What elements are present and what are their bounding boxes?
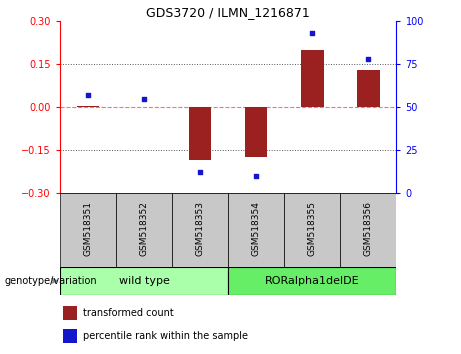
- Bar: [357, 70, 379, 107]
- Text: percentile rank within the sample: percentile rank within the sample: [83, 331, 248, 341]
- Text: GSM518351: GSM518351: [83, 201, 93, 256]
- Point: [196, 170, 204, 175]
- Text: RORalpha1delDE: RORalpha1delDE: [265, 276, 360, 286]
- Text: GSM518353: GSM518353: [195, 201, 205, 256]
- Point: [365, 56, 372, 62]
- Point: [309, 30, 316, 36]
- Bar: [172, 193, 228, 267]
- Bar: [77, 105, 99, 107]
- Bar: [284, 193, 340, 267]
- Point: [140, 96, 148, 101]
- Bar: [340, 193, 396, 267]
- Bar: [60, 193, 116, 267]
- Text: GSM518355: GSM518355: [308, 201, 317, 256]
- Text: transformed count: transformed count: [83, 308, 174, 318]
- Bar: [63, 330, 77, 343]
- Bar: [116, 193, 172, 267]
- Point: [84, 92, 92, 98]
- Text: GSM518352: GSM518352: [140, 201, 148, 256]
- Bar: [228, 267, 396, 295]
- Text: wild type: wild type: [118, 276, 170, 286]
- Text: GSM518356: GSM518356: [364, 201, 373, 256]
- Bar: [60, 267, 228, 295]
- Bar: [245, 107, 267, 157]
- Bar: [228, 193, 284, 267]
- Bar: [189, 107, 211, 160]
- Text: GSM518354: GSM518354: [252, 201, 261, 256]
- Point: [253, 173, 260, 178]
- Title: GDS3720 / ILMN_1216871: GDS3720 / ILMN_1216871: [146, 6, 310, 19]
- Text: genotype/variation: genotype/variation: [5, 276, 97, 286]
- Bar: [301, 50, 324, 107]
- Bar: [63, 307, 77, 320]
